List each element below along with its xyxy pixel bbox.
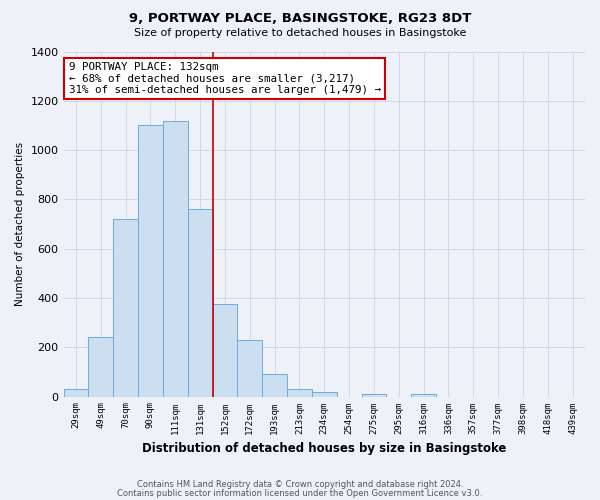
Bar (238, 340, 262, 396)
Text: 9, PORTWAY PLACE, BASINGSTOKE, RG23 8DT: 9, PORTWAY PLACE, BASINGSTOKE, RG23 8DT (129, 12, 471, 26)
Bar (362, 394, 386, 396)
Bar (188, 209, 212, 396)
Bar (138, 126, 163, 396)
Bar (88, 338, 113, 396)
Bar (163, 120, 188, 396)
Text: Contains public sector information licensed under the Open Government Licence v3: Contains public sector information licen… (118, 488, 482, 498)
Bar (262, 374, 287, 396)
Bar (113, 219, 138, 396)
Text: 9 PORTWAY PLACE: 132sqm
← 68% of detached houses are smaller (3,217)
31% of semi: 9 PORTWAY PLACE: 132sqm ← 68% of detache… (69, 62, 381, 95)
Bar (312, 392, 337, 396)
Bar (64, 389, 88, 396)
Bar (411, 394, 436, 396)
X-axis label: Distribution of detached houses by size in Basingstoke: Distribution of detached houses by size … (142, 442, 506, 455)
Text: Size of property relative to detached houses in Basingstoke: Size of property relative to detached ho… (134, 28, 466, 38)
Y-axis label: Number of detached properties: Number of detached properties (15, 142, 25, 306)
Bar (212, 304, 238, 396)
Text: Contains HM Land Registry data © Crown copyright and database right 2024.: Contains HM Land Registry data © Crown c… (137, 480, 463, 489)
Bar (287, 389, 312, 396)
